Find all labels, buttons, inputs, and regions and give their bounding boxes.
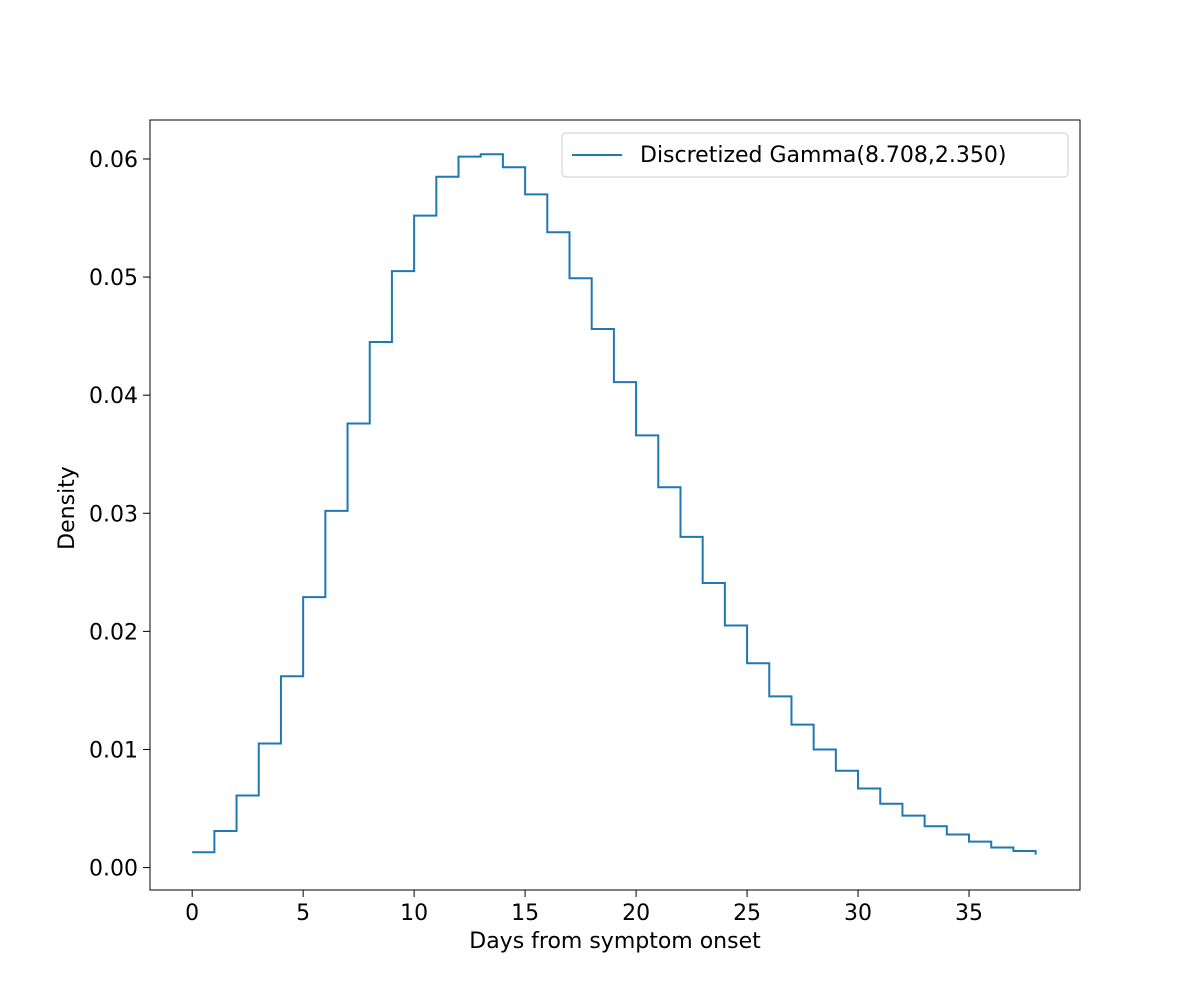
x-axis-label: Days from symptom onset <box>469 929 761 954</box>
x-tick-label: 15 <box>511 901 539 926</box>
x-tick-label: 35 <box>955 901 983 926</box>
y-axis-label: Density <box>55 466 80 550</box>
legend-label: Discretized Gamma(8.708,2.350) <box>640 143 1006 168</box>
y-tick-label: 0.04 <box>89 384 138 409</box>
x-tick-label: 0 <box>185 901 199 926</box>
y-tick-label: 0.06 <box>89 148 138 173</box>
y-tick-label: 0.00 <box>89 857 138 882</box>
legend-box <box>561 132 1069 178</box>
x-tick-label: 25 <box>733 901 761 926</box>
y-tick-label: 0.05 <box>89 266 138 291</box>
y-tick-label: 0.01 <box>89 738 138 763</box>
x-tick-label: 10 <box>400 901 428 926</box>
plot-frame <box>149 119 1081 891</box>
plot-marks <box>192 153 1037 855</box>
y-tick-label: 0.02 <box>89 620 138 645</box>
x-tick-label: 30 <box>844 901 872 926</box>
axis-ticks: 0 5 10 15 20 25 30 35 0.00 0.01 0.02 0.03 0.04 0.05 0.… <box>89 148 983 926</box>
y-tick-label: 0.03 <box>89 502 138 527</box>
series-line <box>192 153 1037 855</box>
x-tick-label: 20 <box>622 901 650 926</box>
legend: Discretized Gamma(8.708,2.350) <box>561 132 1069 178</box>
x-tick-label: 5 <box>296 901 310 926</box>
